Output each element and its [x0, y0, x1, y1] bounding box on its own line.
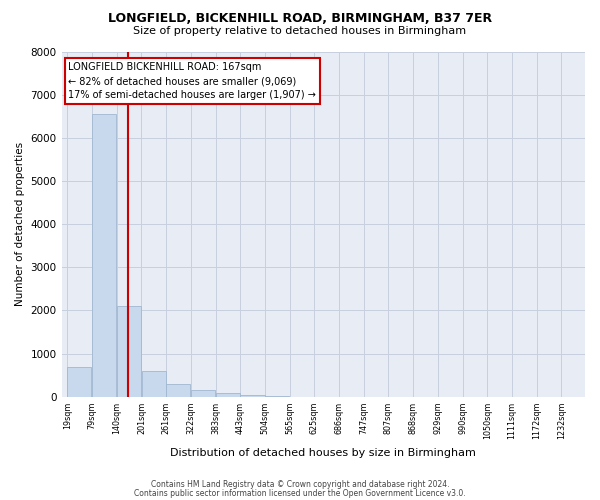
X-axis label: Distribution of detached houses by size in Birmingham: Distribution of detached houses by size …: [170, 448, 476, 458]
Bar: [216, 394, 240, 397]
Bar: [166, 384, 190, 397]
Text: LONGFIELD BICKENHILL ROAD: 167sqm
← 82% of detached houses are smaller (9,069)
1: LONGFIELD BICKENHILL ROAD: 167sqm ← 82% …: [68, 62, 316, 100]
Bar: [240, 395, 265, 397]
Bar: [92, 114, 116, 397]
Bar: [142, 371, 166, 397]
Text: Contains public sector information licensed under the Open Government Licence v3: Contains public sector information licen…: [134, 488, 466, 498]
Bar: [191, 390, 215, 397]
Bar: [67, 366, 91, 397]
Text: Contains HM Land Registry data © Crown copyright and database right 2024.: Contains HM Land Registry data © Crown c…: [151, 480, 449, 489]
Text: Size of property relative to detached houses in Birmingham: Size of property relative to detached ho…: [133, 26, 467, 36]
Bar: [117, 306, 141, 397]
Bar: [265, 396, 289, 397]
Y-axis label: Number of detached properties: Number of detached properties: [15, 142, 25, 306]
Text: LONGFIELD, BICKENHILL ROAD, BIRMINGHAM, B37 7ER: LONGFIELD, BICKENHILL ROAD, BIRMINGHAM, …: [108, 12, 492, 26]
